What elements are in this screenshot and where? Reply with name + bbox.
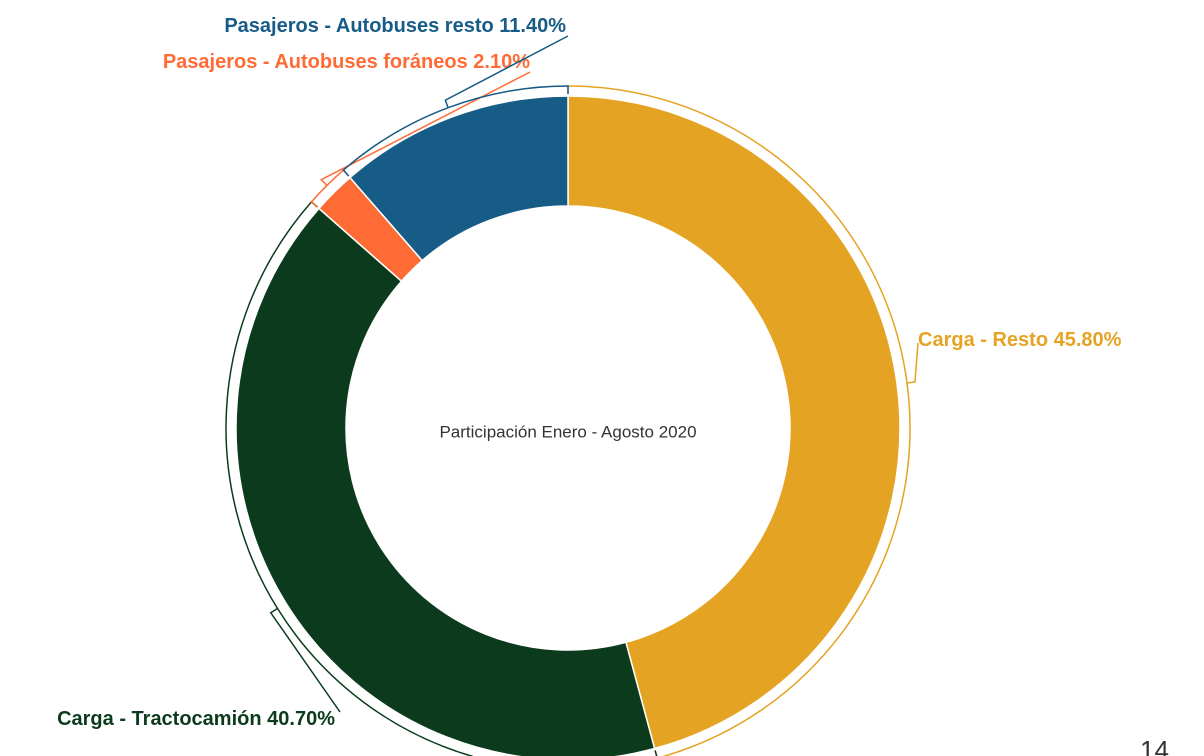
slice-label-name: Pasajeros - Autobuses foráneos — [163, 51, 468, 73]
slice-label: Pasajeros - Autobuses foráneos 2.10% — [163, 51, 530, 73]
slice-label-value: 2.10% — [473, 51, 530, 73]
center-text: Participación Enero - Agosto 2020 — [439, 422, 696, 441]
slice-label: Carga - Resto 45.80% — [918, 329, 1122, 351]
label-bracket — [225, 200, 658, 756]
page-number: 14 — [1140, 735, 1169, 756]
slice — [567, 95, 901, 750]
slice-label-name: Pasajeros - Autobuses resto — [224, 15, 493, 37]
label-bracket — [567, 85, 919, 756]
slice-label-value: 40.70% — [267, 708, 335, 730]
label-bracket — [342, 35, 569, 177]
slice-label-name: Carga - Tractocamión — [57, 708, 262, 730]
donut — [235, 95, 901, 756]
slice — [348, 95, 569, 262]
slice-label: Carga - Tractocamión 40.70% — [57, 708, 335, 730]
slice-label-value: 45.80% — [1054, 329, 1122, 351]
slice-label: Pasajeros - Autobuses resto 11.40% — [224, 15, 566, 37]
slice-label-value: 11.40% — [499, 15, 566, 37]
slice-label-name: Carga - Resto — [918, 329, 1048, 351]
slice — [235, 207, 656, 756]
